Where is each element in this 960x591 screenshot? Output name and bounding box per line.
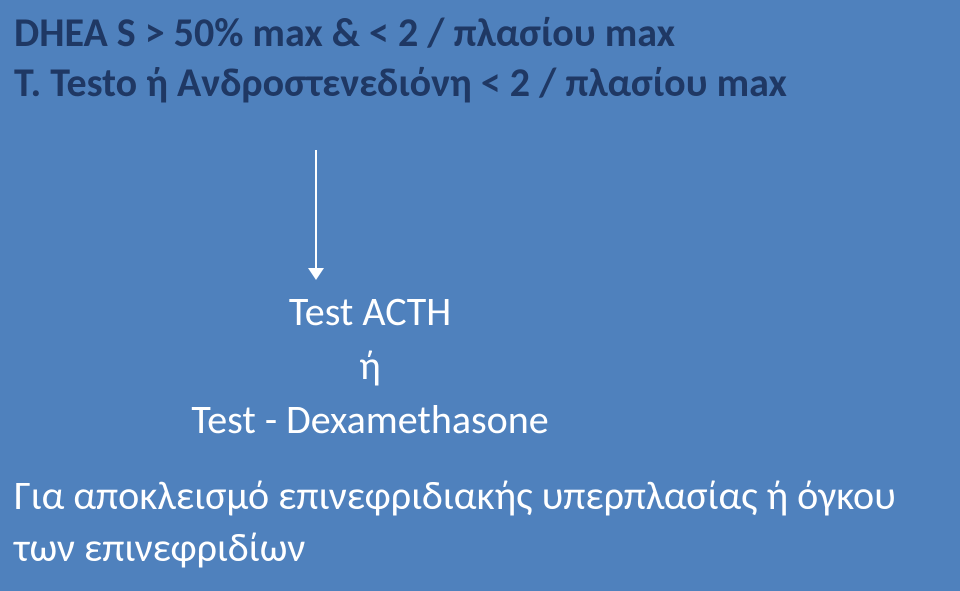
test-line-3: Test - Dexamethasone (160, 393, 580, 447)
test-line-1: Test ACTH (160, 285, 580, 339)
arrow-down (300, 150, 340, 280)
header-block: DHEA S > 50% max & < 2 / πλασίου max T. … (14, 8, 946, 108)
conclusion-block: Για αποκλεισμό επινεφριδιακής υπερπλασία… (14, 470, 946, 574)
header-line-2: T. Testo ή Ανδροστενεδιόνη < 2 / πλασίου… (14, 58, 946, 108)
test-line-2: ή (160, 339, 580, 393)
slide: DHEA S > 50% max & < 2 / πλασίου max T. … (0, 0, 960, 591)
arrow-head-icon (308, 268, 324, 280)
test-block: Test ACTH ή Test - Dexamethasone (160, 285, 580, 447)
conclusion-line-2: των επινεφριδίων (14, 522, 946, 574)
conclusion-line-1: Για αποκλεισμό επινεφριδιακής υπερπλασία… (14, 470, 946, 522)
header-line-1: DHEA S > 50% max & < 2 / πλασίου max (14, 8, 946, 58)
arrow-line (315, 150, 317, 268)
